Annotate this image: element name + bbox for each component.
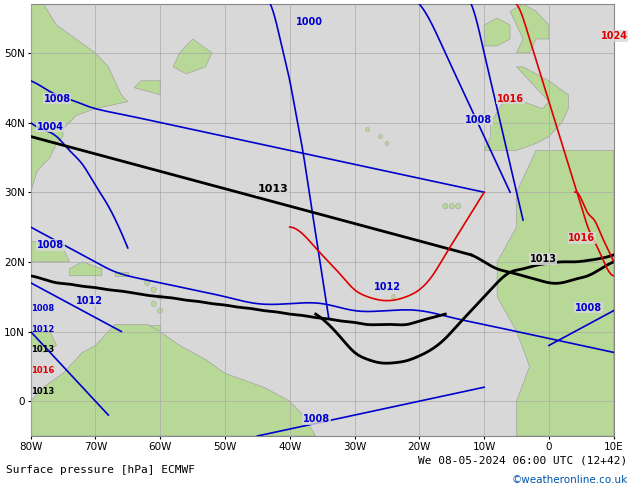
Circle shape [385,142,389,146]
Text: 1012: 1012 [374,282,401,292]
Polygon shape [0,241,70,262]
Polygon shape [30,324,316,436]
Text: ©weatheronline.co.uk: ©weatheronline.co.uk [512,475,628,485]
Text: 1008: 1008 [44,94,70,104]
Circle shape [366,127,370,132]
Circle shape [385,288,389,292]
Text: 1024: 1024 [601,31,628,41]
Text: 1008: 1008 [575,303,602,313]
Text: 1012: 1012 [76,295,103,306]
Polygon shape [30,332,56,352]
Text: 1012: 1012 [30,324,54,334]
Polygon shape [147,324,160,332]
Circle shape [151,301,157,306]
Text: 1004: 1004 [37,122,64,131]
Circle shape [151,287,157,293]
Circle shape [398,288,402,292]
Polygon shape [510,4,549,53]
Circle shape [392,294,396,299]
Polygon shape [484,18,510,46]
Circle shape [158,294,163,299]
Circle shape [158,308,163,314]
Text: 1016: 1016 [569,233,595,243]
Text: 1013: 1013 [529,254,557,264]
Text: 1016: 1016 [30,367,54,375]
Circle shape [443,203,448,209]
Polygon shape [497,150,614,436]
Text: 1008: 1008 [30,304,54,313]
Text: 1013: 1013 [30,387,54,396]
Circle shape [456,203,461,209]
Polygon shape [115,272,128,276]
Text: 1000: 1000 [296,17,323,27]
Text: Surface pressure [hPa] ECMWF: Surface pressure [hPa] ECMWF [6,466,195,475]
Text: We 08-05-2024 06:00 UTC (12+42): We 08-05-2024 06:00 UTC (12+42) [418,456,628,466]
Polygon shape [70,262,102,276]
Text: 1013: 1013 [257,184,288,194]
Text: 1016: 1016 [497,94,524,104]
Text: 1008: 1008 [303,414,330,424]
Text: 1008: 1008 [37,240,64,250]
Circle shape [449,203,455,209]
Polygon shape [484,67,569,150]
Polygon shape [134,81,160,95]
Text: 1008: 1008 [465,115,492,124]
Circle shape [378,134,382,139]
Text: 1013: 1013 [30,345,54,354]
Circle shape [145,280,150,286]
Polygon shape [173,39,212,74]
Polygon shape [30,4,128,192]
